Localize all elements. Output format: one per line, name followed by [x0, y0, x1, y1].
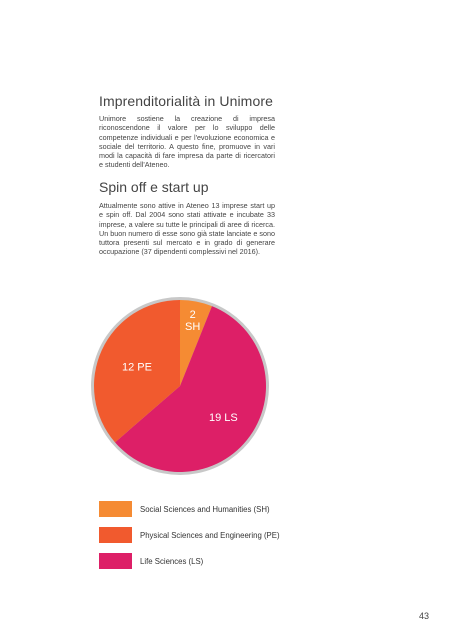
legend-item-sh: Social Sciences and Humanities (SH) [99, 501, 349, 517]
legend-label-pe: Physical Sciences and Engineering (PE) [140, 531, 280, 540]
paragraph-imprenditorialita: Unimore sostiene la creazione di impresa… [99, 114, 275, 170]
chart-legend: Social Sciences and Humanities (SH) Phys… [99, 501, 349, 579]
pie-chart: 2 SH 19 LS 12 PE [91, 297, 269, 475]
pie-slice-sh [180, 300, 212, 386]
legend-label-ls: Life Sciences (LS) [140, 557, 204, 566]
paragraph-spin-off: Attualmente sono attive in Ateneo 13 imp… [99, 201, 275, 257]
legend-item-ls: Life Sciences (LS) [99, 553, 349, 569]
legend-label-sh: Social Sciences and Humanities (SH) [140, 505, 270, 514]
legend-swatch-ls [99, 553, 132, 569]
pie-label-sh: 2 SH [185, 309, 200, 333]
pie-label-ls: 19 LS [209, 412, 238, 424]
legend-swatch-pe [99, 527, 132, 543]
pie-slice-pe [94, 300, 180, 443]
section-heading-spin-off: Spin off e start up [99, 179, 209, 195]
pie-label-pe: 12 PE [122, 361, 152, 373]
pie-slice-ls [115, 306, 267, 473]
legend-swatch-sh [99, 501, 132, 517]
section-heading-imprenditorialita: Imprenditorialità in Unimore [99, 93, 273, 109]
legend-item-pe: Physical Sciences and Engineering (PE) [99, 527, 349, 543]
page-number: 43 [419, 611, 430, 621]
